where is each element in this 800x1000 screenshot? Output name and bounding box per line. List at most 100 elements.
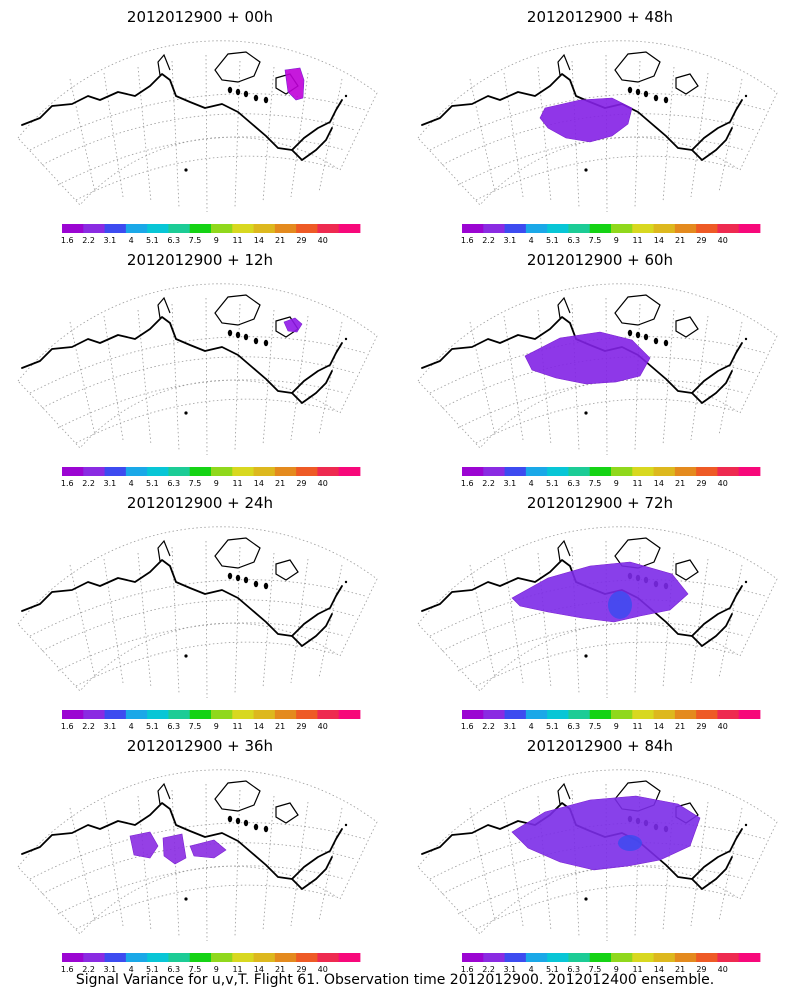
colorbar-segment <box>211 710 233 719</box>
panel-title: 2012012900 + 72h <box>527 494 673 512</box>
caption: Signal Variance for u,v,T. Flight 61. Ob… <box>76 972 714 988</box>
latitude-line <box>57 622 346 672</box>
meridian-line <box>662 66 675 203</box>
meridian-line <box>290 558 309 684</box>
colorbar-tick-label: 14 <box>654 722 664 731</box>
colorbar-segment <box>696 710 718 719</box>
meridian-line <box>137 309 152 446</box>
colorbar-segment <box>296 467 318 476</box>
island <box>675 559 699 581</box>
island <box>235 817 241 825</box>
colorbar-segment <box>253 710 276 719</box>
latitude-line <box>457 136 746 186</box>
colorbar-tick-label: 4 <box>529 965 534 974</box>
latitude-line <box>41 113 356 166</box>
latitude-line <box>29 336 366 394</box>
latitude-line <box>57 865 346 915</box>
island <box>184 654 188 658</box>
panel-title: 2012012900 + 24h <box>127 494 273 512</box>
colorbar-segment <box>338 224 361 233</box>
colorbar-tick-label: 40 <box>718 965 728 974</box>
colorbar-segment <box>568 953 591 962</box>
colorbar-segment <box>653 467 676 476</box>
variance-region <box>524 331 651 385</box>
colorbar-segment <box>462 710 484 719</box>
colorbar-segment <box>611 953 633 962</box>
island <box>243 576 249 584</box>
colorbar-tick-label: 5.1 <box>146 965 159 974</box>
island <box>263 825 269 833</box>
island <box>744 94 748 98</box>
colorbar-tick-label: 1.6 <box>61 479 74 488</box>
colorbar-tick-label: 40 <box>318 965 328 974</box>
island <box>744 337 748 341</box>
colorbar-segment <box>653 953 676 962</box>
map-frame <box>417 526 778 692</box>
latitude-line <box>75 641 337 687</box>
meridian-line <box>634 303 641 451</box>
colorbar-segment <box>62 953 84 962</box>
colorbar-tick-label: 5.1 <box>546 236 559 245</box>
latitude-line <box>57 379 346 429</box>
colorbar-tick-label: 6.3 <box>567 965 580 974</box>
colorbar-tick-label: 2.2 <box>482 965 495 974</box>
meridian-line <box>503 72 524 198</box>
island <box>227 572 233 580</box>
meridian-line <box>662 552 675 689</box>
island <box>253 823 259 831</box>
latitude-line <box>457 379 746 429</box>
meridian-line <box>234 60 241 208</box>
colorbar-segment <box>168 467 191 476</box>
colorbar-segment <box>62 710 84 719</box>
colorbar-tick-label: 1.6 <box>61 965 74 974</box>
meridian-line <box>718 78 743 193</box>
colorbar-segment <box>462 467 484 476</box>
meridian-line <box>537 552 552 689</box>
colorbar-segment <box>568 467 591 476</box>
colorbar-segment <box>62 467 84 476</box>
island <box>663 339 669 347</box>
meridian-line <box>469 321 496 436</box>
colorbar-segment <box>338 710 361 719</box>
meridian-line <box>262 309 275 446</box>
island <box>263 582 269 590</box>
island <box>584 168 588 172</box>
colorbar-segment <box>189 224 212 233</box>
colorbar-tick-label: 14 <box>254 236 264 245</box>
meridian-line <box>690 558 709 684</box>
latitude-line <box>57 136 346 186</box>
colorbar-segment <box>547 953 569 962</box>
colorbar-segment <box>317 953 340 962</box>
island <box>635 88 641 96</box>
colorbar-tick-label: 5.1 <box>546 722 559 731</box>
colorbar-segment <box>147 224 169 233</box>
colorbar-tick-label: 5.1 <box>146 236 159 245</box>
colorbar-tick-label: 11 <box>632 236 642 245</box>
coastline <box>691 856 733 890</box>
colorbar-segment <box>504 710 527 719</box>
colorbar-segment <box>717 224 740 233</box>
colorbar-tick-label: 2.2 <box>82 479 95 488</box>
colorbar-tick-label: 14 <box>254 722 264 731</box>
meridian-line <box>469 807 496 922</box>
colorbar-tick-label: 5.1 <box>146 479 159 488</box>
latitude-line <box>457 622 746 672</box>
colorbar-tick-label: 21 <box>275 722 285 731</box>
map-panel: 2012012900 + 48h 1.6 2.2 3.1 4 5.1 6.3 7.5 9 11 14… <box>417 8 778 245</box>
colorbar-tick-label: 4 <box>129 479 134 488</box>
coastline <box>557 53 571 76</box>
colorbar-tick-label: 6.3 <box>567 479 580 488</box>
meridian-line <box>662 795 675 932</box>
island-cluster <box>214 780 261 812</box>
colorbar-segment <box>589 224 612 233</box>
meridian-line <box>290 801 309 927</box>
meridian-line <box>69 78 96 193</box>
island-cluster <box>614 294 661 326</box>
colorbar-tick-label: 3.1 <box>503 722 516 731</box>
meridian-line <box>205 783 208 942</box>
colorbar-tick-label: 11 <box>232 479 242 488</box>
island <box>184 168 188 172</box>
colorbar-tick-label: 2.2 <box>82 965 95 974</box>
meridian-line <box>318 564 343 679</box>
island <box>243 333 249 341</box>
